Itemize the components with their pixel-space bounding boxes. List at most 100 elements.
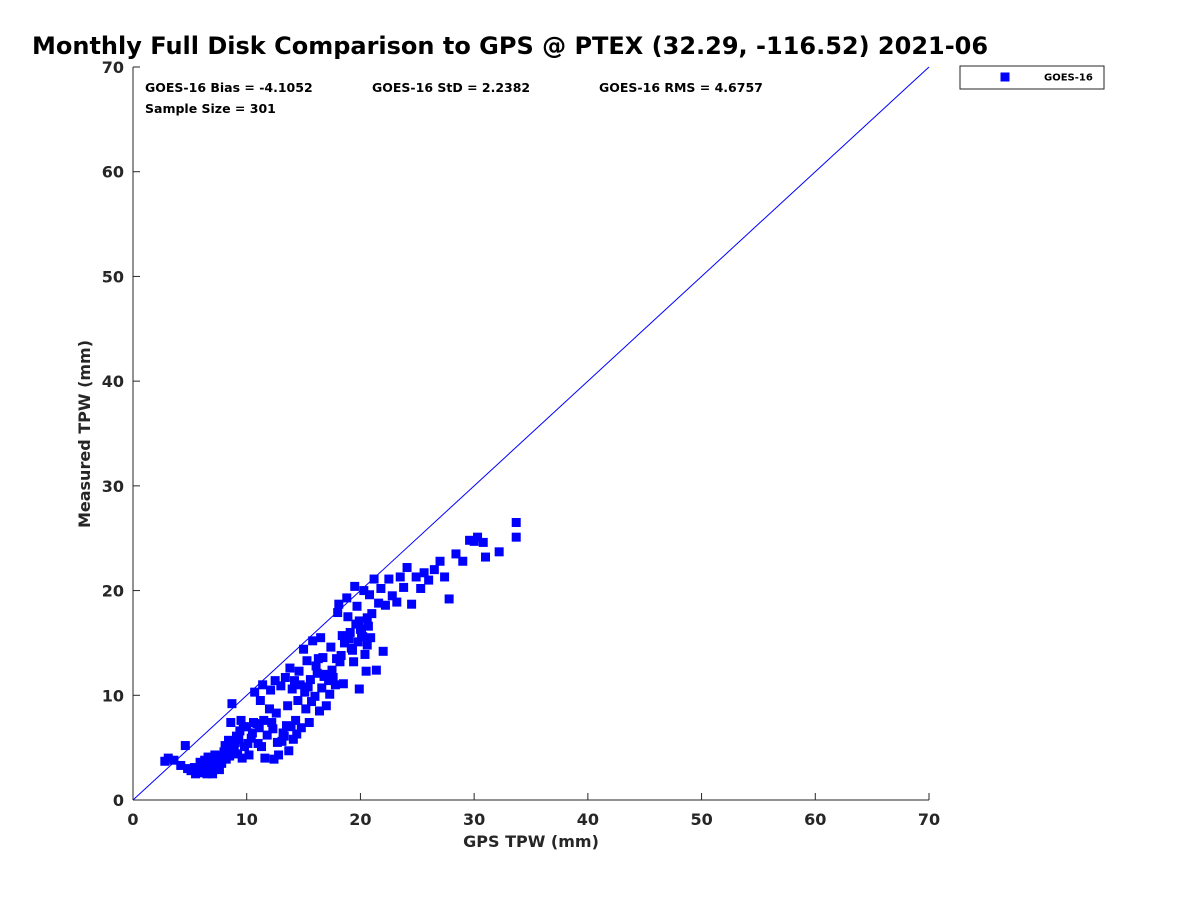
data-point	[195, 757, 205, 767]
y-tick-label: 30	[102, 477, 124, 496]
data-point	[481, 552, 491, 562]
data-point	[260, 753, 270, 763]
data-point	[237, 753, 247, 763]
data-point	[289, 676, 299, 686]
data-point	[353, 637, 363, 647]
data-point	[271, 708, 281, 718]
y-axis-label: Measured TPW (mm)	[75, 340, 94, 528]
data-point	[478, 537, 488, 547]
data-point	[308, 636, 318, 646]
x-tick-label: 30	[463, 810, 485, 829]
data-point	[369, 574, 379, 584]
data-point	[176, 760, 186, 770]
data-point	[169, 755, 179, 765]
data-point	[378, 646, 388, 656]
data-point	[216, 751, 226, 761]
data-point	[407, 599, 417, 609]
data-point	[247, 728, 257, 738]
data-point	[343, 612, 353, 622]
data-point	[363, 621, 373, 631]
data-point	[236, 715, 246, 725]
legend: GOES-16	[959, 65, 1105, 90]
data-point	[334, 599, 344, 609]
data-point	[284, 746, 294, 756]
data-point	[267, 718, 277, 728]
data-point	[342, 593, 352, 603]
data-point	[276, 681, 286, 691]
data-point	[511, 518, 521, 528]
x-tick-label: 50	[690, 810, 712, 829]
data-point	[330, 680, 340, 690]
data-point	[264, 704, 274, 714]
reference-line-layer	[132, 66, 930, 801]
data-point	[314, 706, 324, 716]
data-point	[238, 722, 248, 732]
data-point	[444, 594, 454, 604]
data-point	[310, 691, 320, 701]
data-point	[338, 679, 348, 689]
data-point	[357, 629, 367, 639]
data-point	[272, 737, 282, 747]
x-tick-label: 40	[577, 810, 599, 829]
legend-label: GOES-16	[1044, 73, 1093, 84]
chart-title: Monthly Full Disk Comparison to GPS @ PT…	[32, 32, 988, 60]
data-point	[270, 676, 280, 686]
data-point	[324, 676, 334, 686]
data-point	[336, 650, 346, 660]
one-to-one-line	[132, 66, 930, 801]
data-point	[360, 649, 370, 659]
data-point	[286, 722, 296, 732]
data-point	[384, 574, 394, 584]
data-point	[325, 689, 335, 699]
data-point	[365, 590, 375, 600]
data-point	[292, 729, 302, 739]
stat-std: GOES-16 StD = 2.2382	[372, 80, 530, 95]
data-point	[333, 608, 343, 618]
data-point	[283, 701, 293, 711]
data-point	[217, 758, 227, 768]
data-point	[227, 699, 237, 709]
data-point	[295, 680, 305, 690]
data-point	[279, 731, 289, 741]
data-point	[243, 738, 253, 748]
stat-rms: GOES-16 RMS = 4.6757	[599, 80, 763, 95]
stat-bias: GOES-16 Bias = -4.1052	[145, 80, 313, 95]
data-point	[262, 730, 272, 740]
data-point	[361, 666, 371, 676]
data-point	[312, 668, 322, 678]
data-point	[189, 763, 199, 773]
data-point	[371, 665, 381, 675]
data-point	[300, 687, 310, 697]
data-point	[354, 684, 364, 694]
data-point	[294, 666, 304, 676]
data-point	[419, 568, 429, 578]
data-point	[269, 754, 279, 764]
data-point	[350, 581, 360, 591]
data-point	[359, 586, 369, 596]
x-tick-label: 60	[804, 810, 826, 829]
data-point	[268, 724, 278, 734]
data-point	[316, 633, 326, 643]
data-point	[234, 734, 244, 744]
data-point	[380, 600, 390, 610]
data-point	[244, 750, 254, 760]
data-point	[280, 672, 290, 682]
data-point	[302, 656, 312, 666]
data-point	[246, 733, 256, 743]
data-point	[429, 565, 439, 575]
legend-marker	[1000, 72, 1010, 82]
data-point	[291, 715, 301, 725]
y-tick-label: 60	[102, 163, 124, 182]
y-tick-label: 40	[102, 372, 124, 391]
data-point	[277, 736, 287, 746]
data-point	[395, 572, 405, 582]
data-point	[307, 697, 317, 707]
data-point	[511, 532, 521, 542]
data-point	[255, 696, 265, 706]
x-tick-label: 0	[127, 810, 138, 829]
data-point	[362, 613, 372, 623]
data-point	[180, 741, 190, 751]
data-point	[203, 752, 213, 762]
data-point	[293, 696, 303, 706]
stat-sample-size: Sample Size = 301	[145, 101, 276, 116]
